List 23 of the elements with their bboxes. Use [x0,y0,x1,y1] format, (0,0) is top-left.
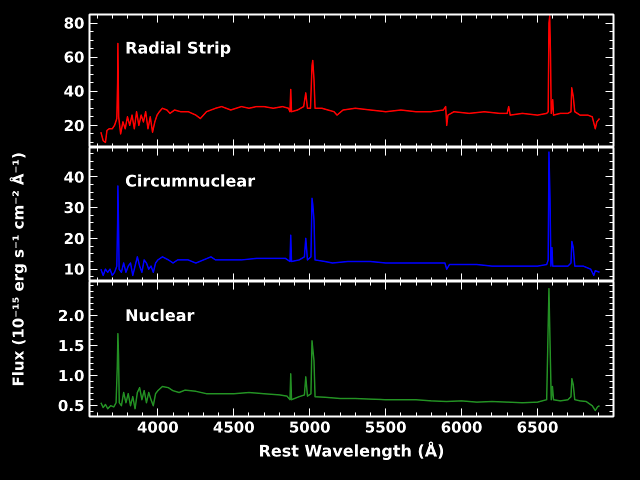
series-label: Circumnuclear [125,172,256,190]
y-tick-label: 0.5 [58,397,85,416]
y-tick-label: 20 [64,116,84,135]
y-tick-label: 80 [64,14,84,33]
x-tick-label: 5500 [364,418,407,436]
y-tick-label: 30 [64,199,84,218]
series-label: Nuclear [125,306,195,325]
y-tick-label: 10 [64,260,84,279]
x-tick-label: 4000 [136,418,179,436]
x-tick-label: 4500 [212,418,255,436]
y-tick-label: 40 [64,82,84,101]
x-tick-label: 5000 [288,418,331,436]
y-tick-label: 40 [64,168,84,186]
y-tick-label: 2.0 [58,307,85,326]
y-tick-label: 20 [64,230,84,248]
y-tick-label: 60 [64,48,84,67]
x-tick-label: 6000 [440,418,482,436]
x-axis-title: Rest Wavelength (Å) [258,442,444,460]
x-tick-label: 6500 [516,418,558,436]
series-label: Radial Strip [125,38,232,58]
y-tick-label: 1.0 [58,367,85,386]
y-tick-label: 1.5 [58,337,85,356]
y-axis-title: Flux (10⁻¹⁵ erg s⁻¹ cm⁻² Å⁻¹) [10,152,28,386]
